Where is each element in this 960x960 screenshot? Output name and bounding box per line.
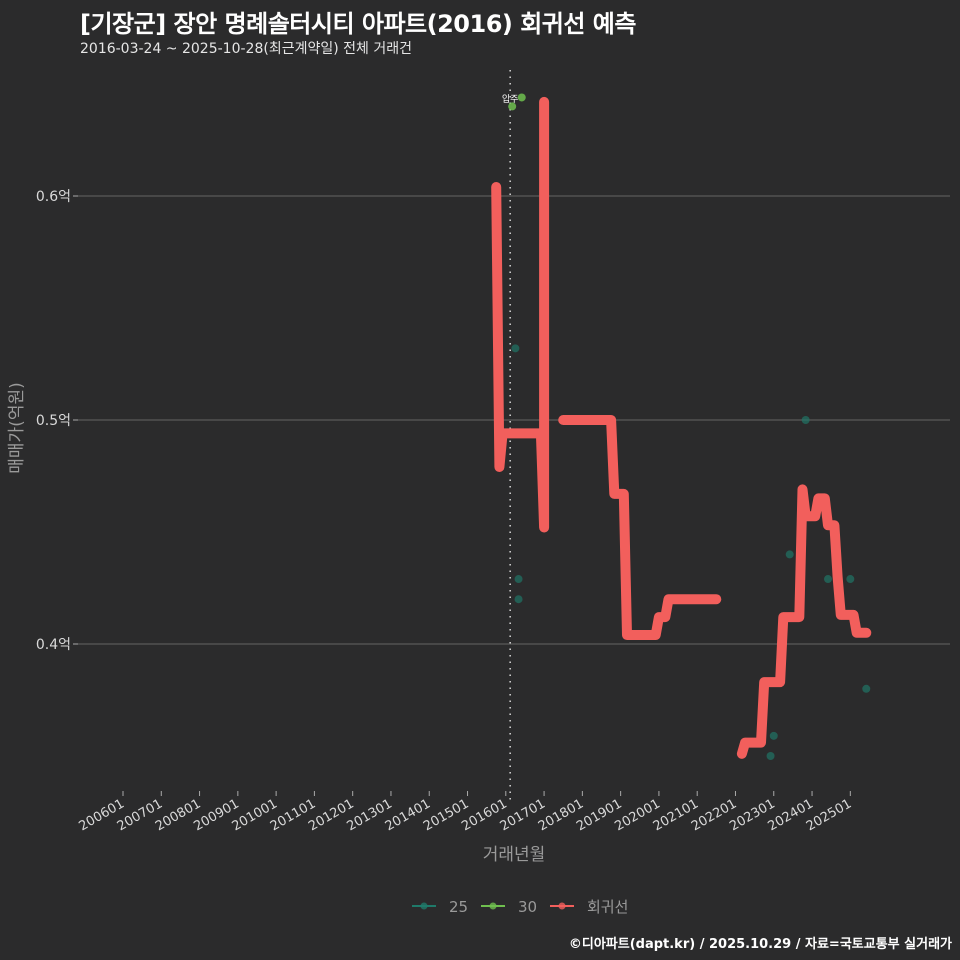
data-point-30 — [508, 102, 517, 111]
legend-label: 30 — [518, 898, 537, 916]
data-point-30 — [517, 93, 526, 102]
x-axis-title: 거래년월 — [483, 845, 546, 865]
data-point-25 — [846, 575, 855, 584]
regression-line — [736, 484, 872, 759]
regression-line — [558, 415, 722, 640]
y-tick-label: 0.5억 — [36, 413, 71, 429]
legend-marker-icon — [558, 902, 566, 910]
legend-marker-icon — [489, 902, 497, 910]
data-point-25 — [514, 575, 523, 584]
legend-label: 회귀선 — [587, 898, 628, 916]
chart-subtitle: 2016-03-24 ~ 2025-10-28(최근계약일) 전체 거래건 — [80, 41, 412, 57]
legend-label: 25 — [449, 898, 468, 916]
chart-title: [기장군] 장안 명례솔터시티 아파트(2016) 회귀선 예측 — [80, 10, 636, 38]
data-point-25 — [862, 684, 871, 693]
regression-line — [491, 96, 550, 533]
y-tick-label: 0.6억 — [36, 189, 71, 205]
data-point-25 — [511, 344, 520, 353]
data-point-25 — [769, 731, 778, 740]
y-axis-title: 매매가(억원) — [7, 382, 27, 473]
data-point-25 — [823, 575, 832, 584]
y-tick-label: 0.4억 — [36, 637, 71, 653]
data-point-25 — [514, 595, 523, 604]
move-in-label: 입주 — [502, 93, 519, 105]
data-point-25 — [785, 550, 794, 559]
legend-marker-icon — [420, 902, 428, 910]
source-credit: ©디아파트(dapt.kr) / 2025.10.29 / 자료=국토교통부 실… — [568, 937, 952, 952]
data-point-25 — [801, 416, 810, 424]
data-point-25 — [766, 752, 775, 760]
